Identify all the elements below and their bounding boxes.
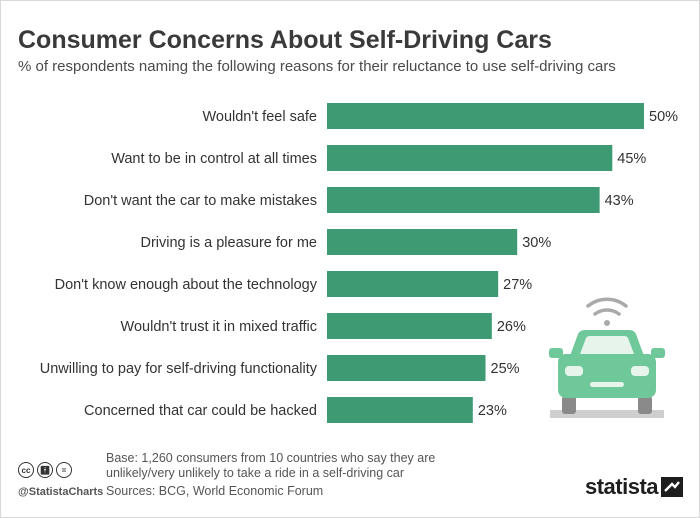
value-label: 50% <box>649 109 678 125</box>
value-label: 30% <box>522 235 551 251</box>
statista-logo-mark-icon <box>661 477 684 497</box>
bar[interactable] <box>327 313 492 339</box>
value-label: 25% <box>491 361 520 377</box>
chart-title: Consumer Concerns About Self-Driving Car… <box>18 26 552 54</box>
category-label: Unwilling to pay for self-driving functi… <box>40 361 318 377</box>
category-label: Want to be in control at all times <box>111 151 317 167</box>
category-label: Don't want the car to make mistakes <box>84 193 317 209</box>
bar[interactable] <box>327 187 600 213</box>
category-label: Wouldn't feel safe <box>202 109 317 125</box>
category-label: Wouldn't trust it in mixed traffic <box>121 319 317 335</box>
footnote: Base: 1,260 consumers from 10 countries … <box>106 451 436 480</box>
source-note: Sources: BCG, World Economic Forum <box>106 484 324 498</box>
category-label: Don't know enough about the technology <box>55 277 318 293</box>
license-icons: cc 🚹︎ = <box>18 462 72 478</box>
chart-subtitle: % of respondents naming the following re… <box>18 58 616 75</box>
value-label: 23% <box>478 403 507 419</box>
category-label: Concerned that car could be hacked <box>84 403 317 419</box>
bar[interactable] <box>327 271 499 297</box>
bar[interactable] <box>327 229 518 255</box>
value-label: 26% <box>497 319 526 335</box>
bar-chart: Wouldn't feel safe 50% Want to be in contr… <box>40 103 678 423</box>
self-driving-car-icon <box>549 297 665 418</box>
bar[interactable] <box>327 355 486 381</box>
no-derivatives-icon: = <box>56 462 72 478</box>
category-label: Driving is a pleasure for me <box>141 235 318 251</box>
brand-name: statista <box>585 474 659 499</box>
bar[interactable] <box>327 145 613 171</box>
creative-commons-icon: cc <box>18 462 34 478</box>
social-handle[interactable]: @StatistaCharts <box>18 486 104 498</box>
value-label: 43% <box>605 193 634 209</box>
bar[interactable] <box>327 397 473 423</box>
statista-logo[interactable]: statista <box>585 474 684 500</box>
attribution-icon: 🚹︎ <box>37 462 53 478</box>
value-label: 45% <box>617 151 646 167</box>
value-label: 27% <box>503 277 532 293</box>
bar[interactable] <box>327 103 644 129</box>
